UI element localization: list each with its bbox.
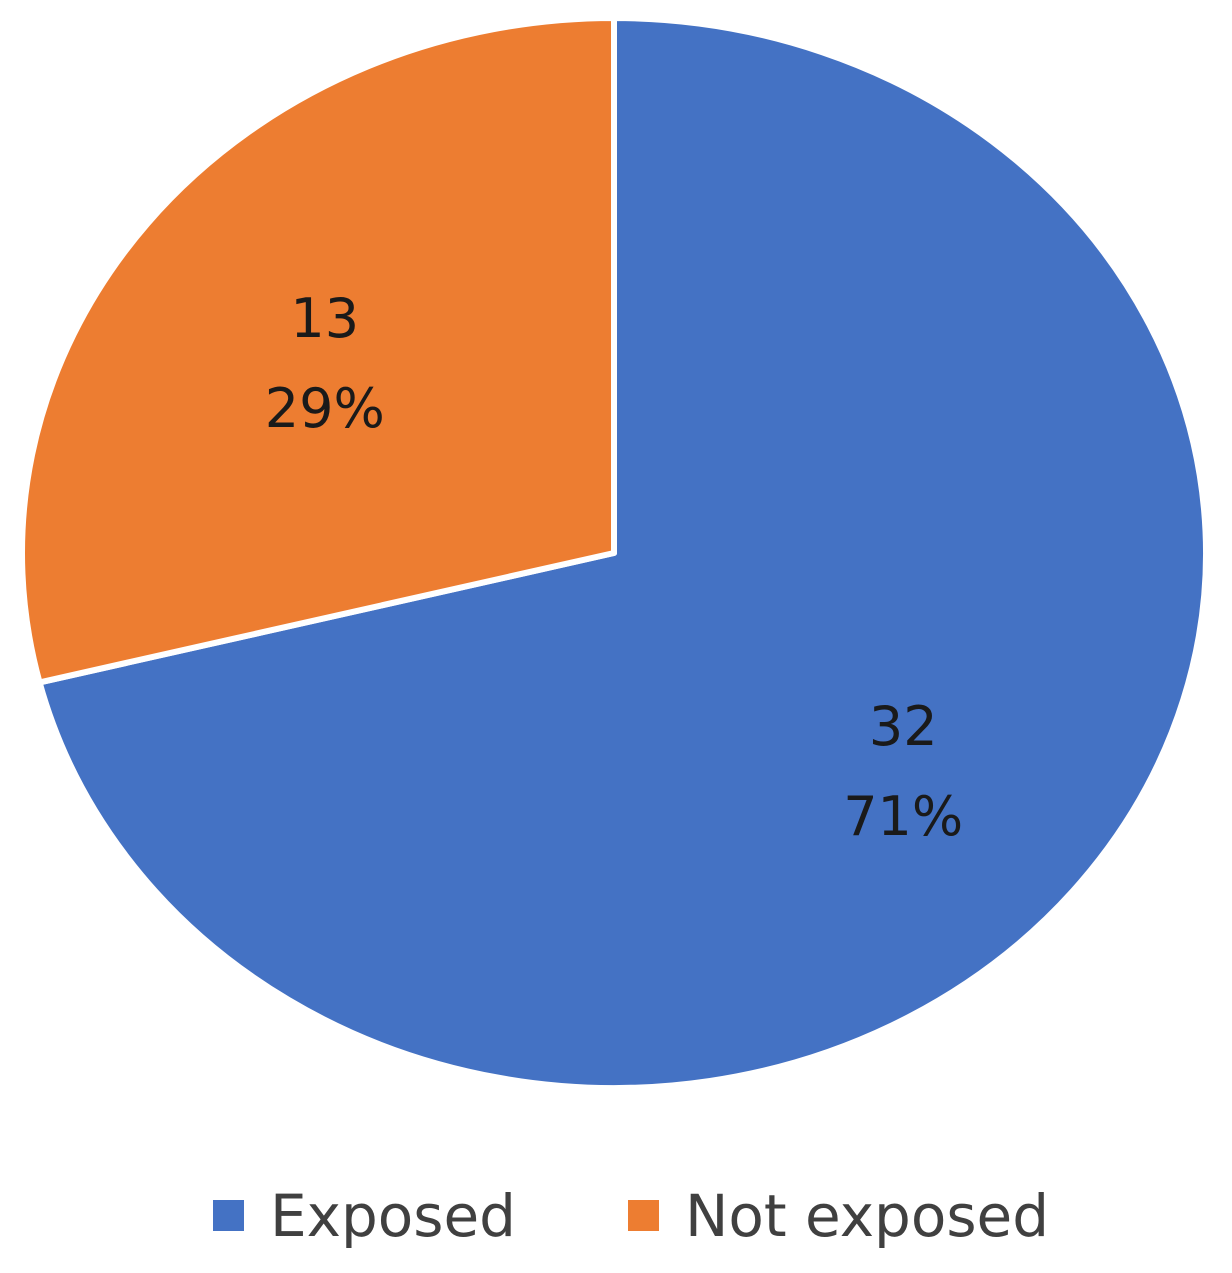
legend: Exposed Not exposed [213, 1182, 1049, 1250]
data-label-value: 32 [869, 695, 938, 758]
pie-slice-not-exposed [19, 15, 617, 686]
pie-slice-exposed [36, 15, 1209, 1091]
legend-label: Exposed [270, 1182, 516, 1250]
legend-swatch [213, 1200, 244, 1231]
data-label-percent: 71% [843, 785, 963, 848]
data-label-value: 13 [290, 287, 359, 350]
data-labels: 32 71% 13 29% [265, 287, 963, 848]
legend-swatch [628, 1200, 659, 1231]
legend-label: Not exposed [685, 1182, 1049, 1250]
pie-slices [19, 15, 1209, 1091]
data-label-percent: 29% [265, 377, 385, 440]
